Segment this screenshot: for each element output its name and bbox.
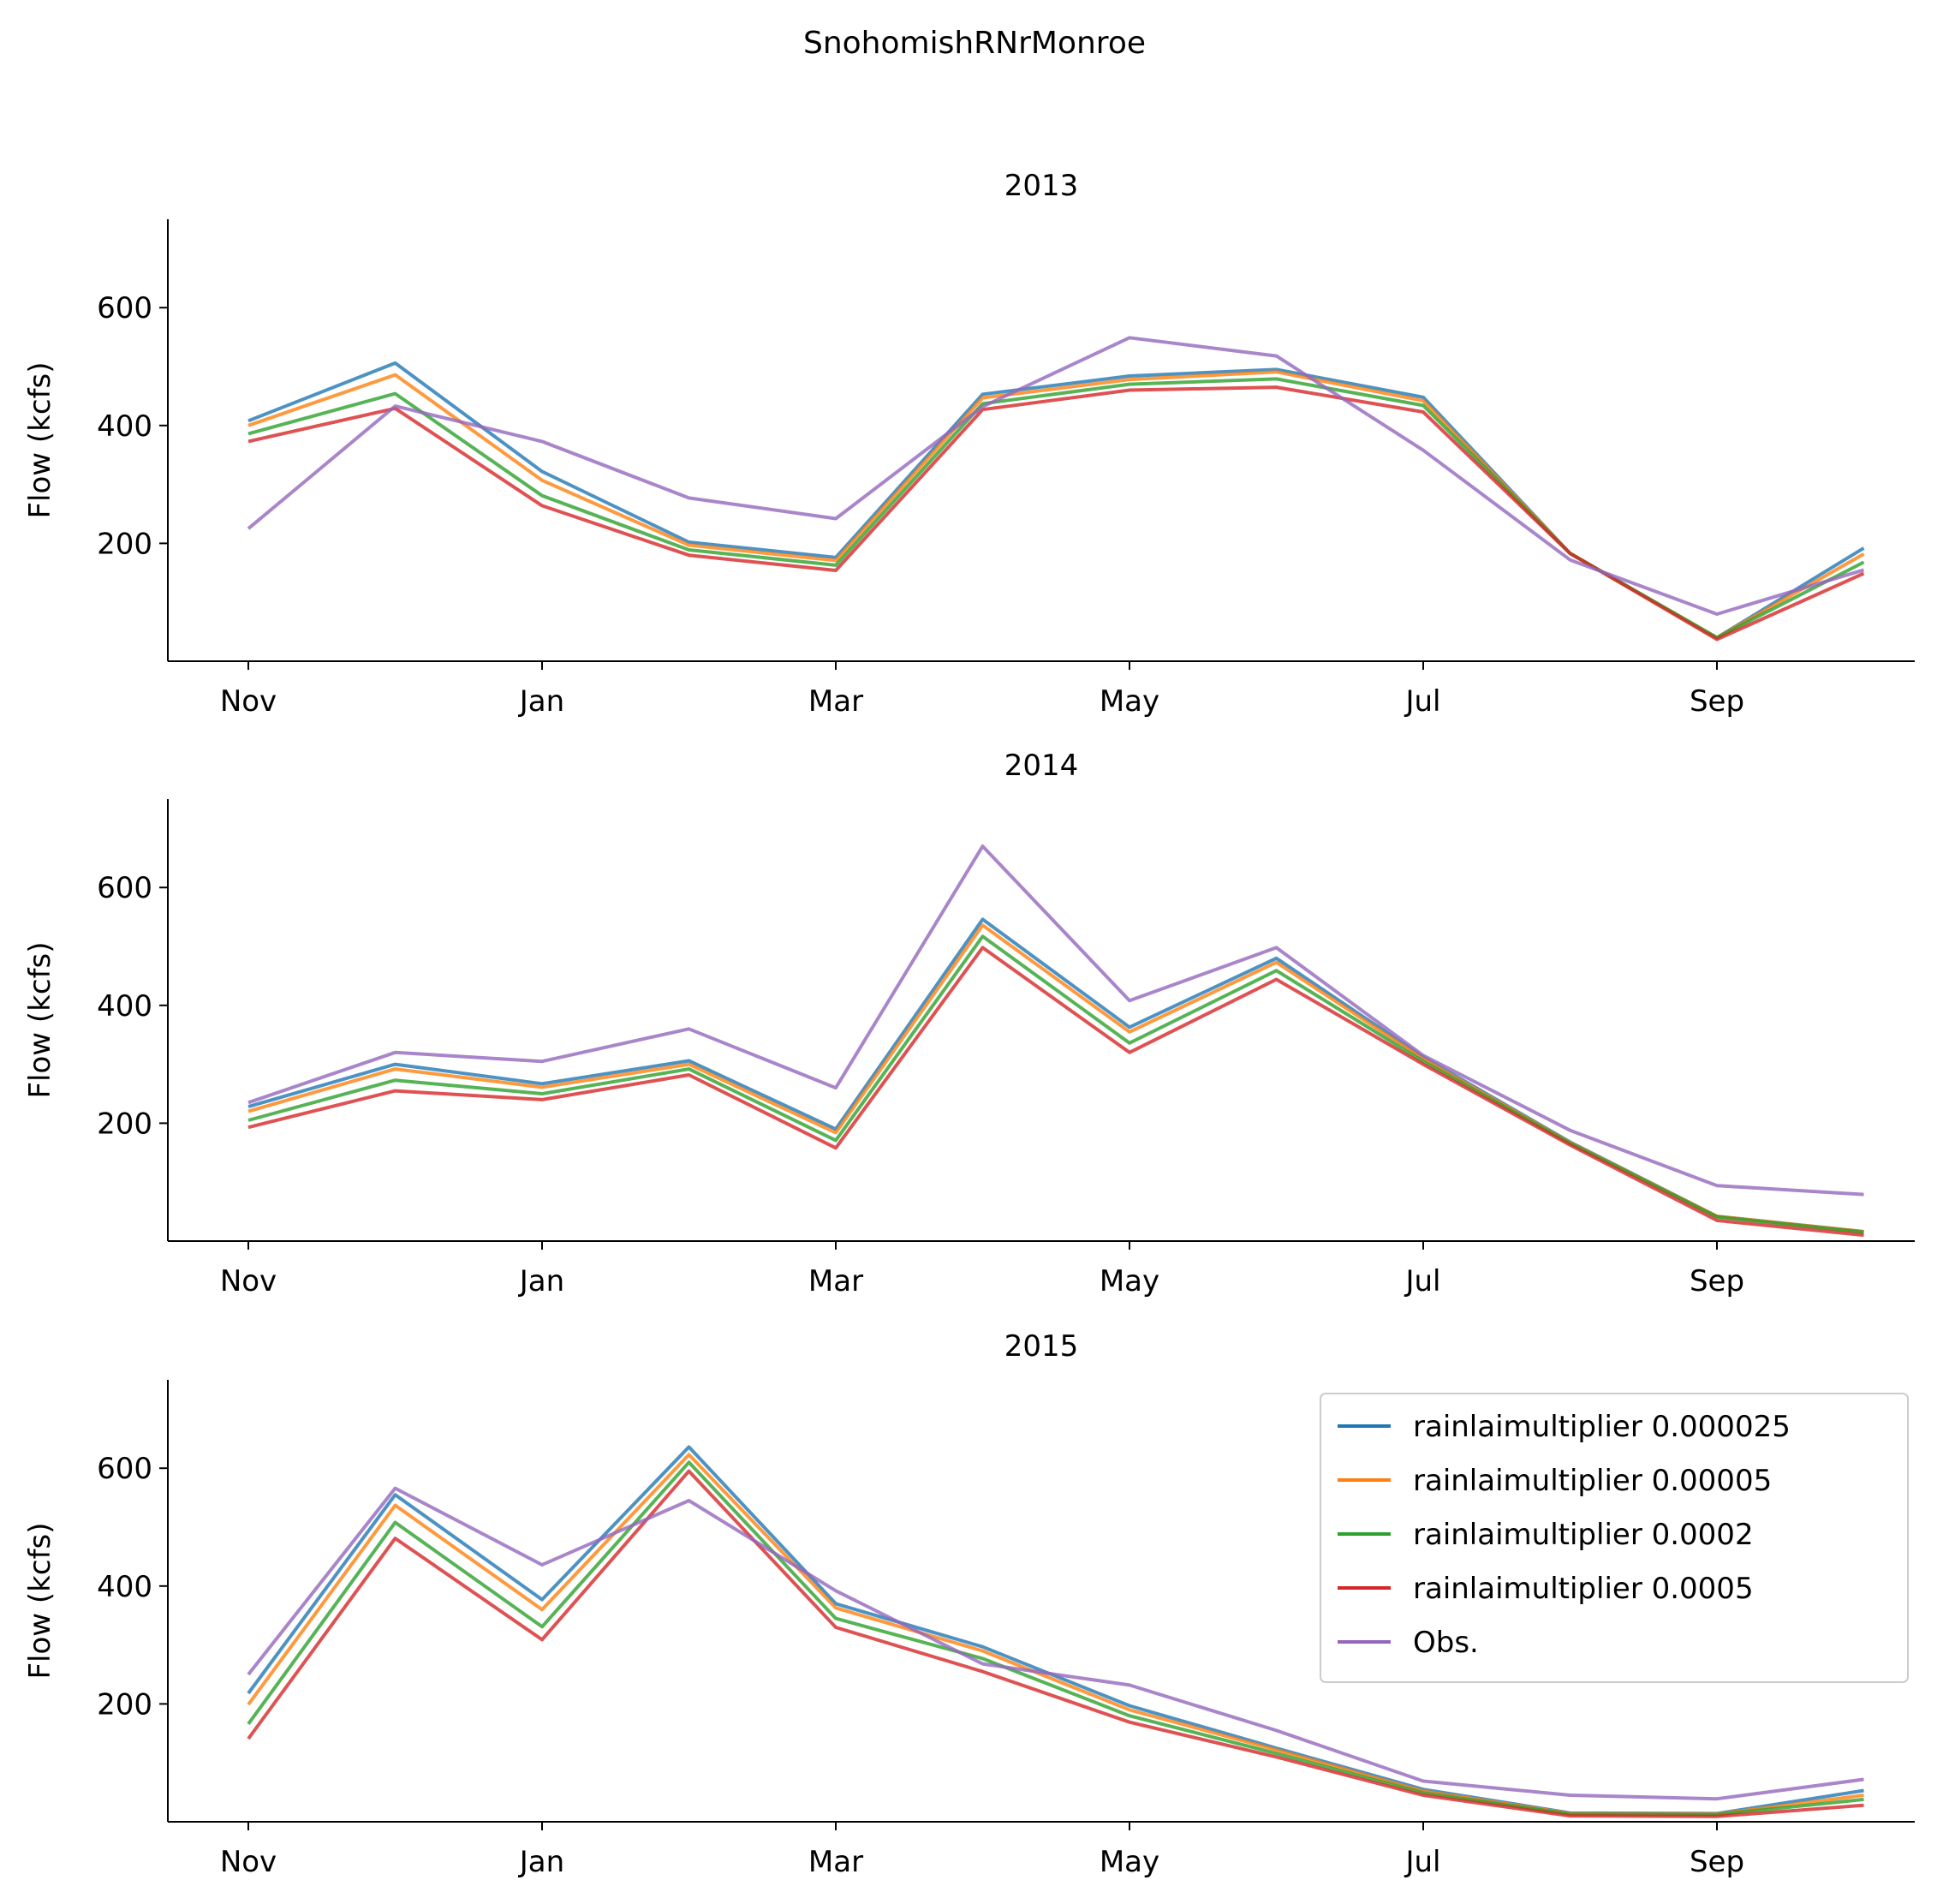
legend-entry: rainlaimultiplier 0.0002 xyxy=(1413,1518,1754,1552)
x-tick-label: Jan xyxy=(518,684,564,719)
y-axis-label: Flow (kcfs) xyxy=(23,941,57,1098)
series-line xyxy=(247,1486,1864,1801)
x-tick-label: May xyxy=(1100,1264,1159,1298)
y-axis-label: Flow (kcfs) xyxy=(23,361,57,518)
series-line xyxy=(247,845,1864,1197)
x-tick-label: Jan xyxy=(518,1264,564,1298)
series-line xyxy=(247,1469,1864,1818)
subplot-2014: 2014 200 400 600 Flow (kcfs) Nov Jan Mar May Jul S… xyxy=(23,749,1915,1298)
legend-entry: rainlaimultiplier 0.00005 xyxy=(1413,1464,1772,1498)
y-tick-label: 400 xyxy=(97,989,152,1024)
legend-entry: rainlaimultiplier 0.000025 xyxy=(1413,1410,1791,1444)
figure-title: SnohomishRNrMonroe xyxy=(803,26,1146,61)
legend-entry: Obs. xyxy=(1413,1626,1479,1660)
x-tick-label: Sep xyxy=(1690,1264,1744,1298)
x-tick-label: May xyxy=(1100,684,1159,719)
y-tick-label: 200 xyxy=(97,1107,152,1141)
legend-box xyxy=(1320,1393,1909,1683)
subplot-2013: 2013 200 400 600 Flow (kcfs) Nov Jan Mar May Jul S… xyxy=(23,169,1915,719)
y-tick-label: 400 xyxy=(97,1570,152,1604)
subplot-title: 2015 xyxy=(1004,1329,1079,1364)
subplot-title: 2013 xyxy=(1004,169,1079,203)
x-tick-label: Sep xyxy=(1690,684,1744,719)
x-tick-label: Sep xyxy=(1690,1845,1744,1879)
y-tick-label: 200 xyxy=(97,1687,152,1722)
x-tick-label: Jul xyxy=(1404,1845,1440,1879)
x-tick-label: Nov xyxy=(220,1264,277,1298)
series-line xyxy=(247,917,1864,1233)
x-tick-label: Jan xyxy=(518,1845,564,1879)
y-tick-label: 600 xyxy=(97,291,152,325)
series-line xyxy=(247,361,1865,640)
x-tick-label: Mar xyxy=(808,1264,863,1298)
series-line xyxy=(247,377,1865,640)
series-line xyxy=(247,385,1865,642)
series-line xyxy=(247,336,1865,616)
x-tick-label: Jul xyxy=(1404,684,1440,719)
y-tick-label: 400 xyxy=(97,409,152,444)
x-tick-label: Jul xyxy=(1404,1264,1440,1298)
legend-entry: rainlaimultiplier 0.0005 xyxy=(1413,1572,1754,1606)
subplot-title: 2014 xyxy=(1004,749,1079,783)
y-tick-label: 200 xyxy=(97,527,152,561)
x-tick-label: Mar xyxy=(808,1845,863,1879)
y-tick-label: 600 xyxy=(97,871,152,905)
subplot-2015: 2015 200 400 600 Flow (kcfs) Nov Jan Mar May Jul S… xyxy=(23,1329,1915,1879)
y-axis-label: Flow (kcfs) xyxy=(23,1522,57,1679)
x-tick-label: Mar xyxy=(808,684,863,719)
x-tick-label: May xyxy=(1100,1845,1159,1879)
x-tick-label: Nov xyxy=(220,1845,277,1879)
y-tick-label: 600 xyxy=(97,1452,152,1486)
series-line xyxy=(247,946,1864,1238)
series-line xyxy=(247,1460,1864,1817)
series-line xyxy=(247,370,1865,640)
x-tick-label: Nov xyxy=(220,684,277,719)
series-line xyxy=(247,934,1864,1234)
